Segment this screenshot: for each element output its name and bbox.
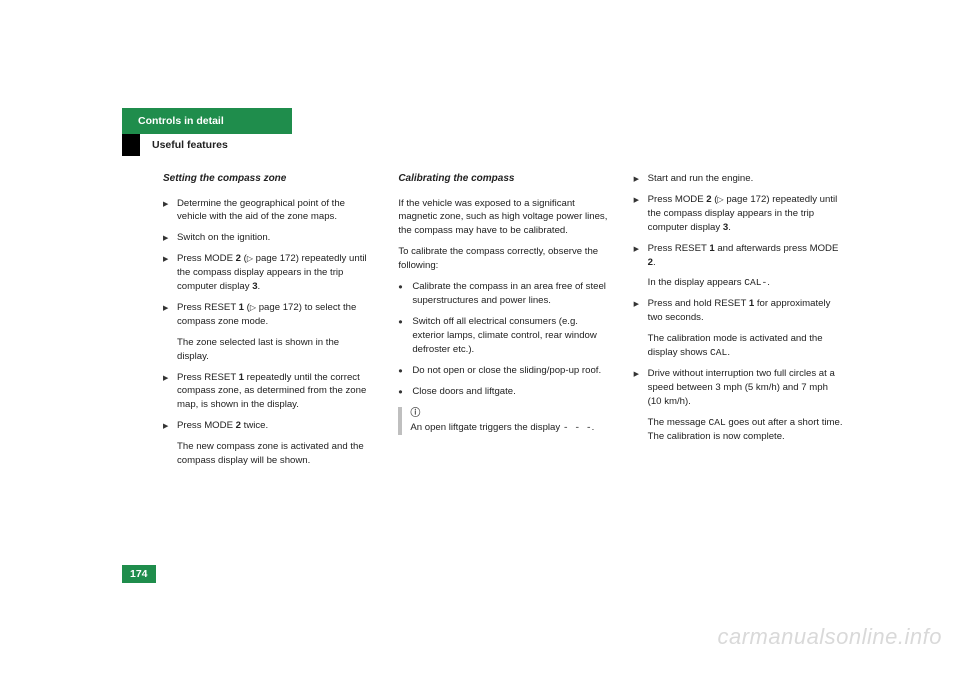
step-marker-icon: [634, 297, 648, 325]
step-text: Press MODE 2 twice.: [177, 419, 372, 433]
step-text: Switch on the ignition.: [177, 231, 372, 245]
bullet-text: Switch off all electrical consumers (e.g…: [412, 315, 607, 357]
t: Press RESET: [648, 243, 710, 254]
step-marker-icon: [163, 419, 177, 433]
step: Press RESET 1 and afterwards press MODE …: [634, 242, 843, 270]
subtitle-row: Useful features: [122, 134, 292, 156]
step-result: The new compass zone is activated and th…: [177, 440, 372, 468]
step-result: The message CAL goes out after a short t…: [648, 416, 843, 444]
column-2: Calibrating the compass If the vehicle w…: [398, 172, 607, 475]
step: Drive without interruption two full cir­…: [634, 367, 843, 409]
paragraph: If the vehicle was exposed to a signific…: [398, 197, 607, 239]
t: In the display appears: [648, 277, 745, 288]
t: .: [258, 281, 261, 292]
info-icon: ⓘ: [410, 407, 607, 422]
step-marker-icon: [163, 301, 177, 329]
step-marker-icon: [163, 197, 177, 225]
display-code: CAL: [710, 347, 727, 358]
t: Press RESET: [177, 372, 239, 383]
paragraph: To calibrate the compass correctly, ob­s…: [398, 245, 607, 273]
t: An open liftgate triggers the display: [410, 422, 563, 433]
step: Press and hold RESET 1 for approxi­matel…: [634, 297, 843, 325]
t: Press and hold RESET: [648, 298, 749, 309]
step-text: Press RESET 1 repeatedly until the cor­r…: [177, 371, 372, 413]
step-marker-icon: [163, 252, 177, 294]
t: .: [727, 347, 730, 358]
step-marker-icon: [634, 193, 648, 235]
step-text: Press RESET 1 (▷ page 172) to select the…: [177, 301, 372, 329]
watermark: carmanualsonline.info: [717, 624, 942, 650]
t: Press MODE: [177, 420, 236, 431]
page-header: Controls in detail Useful features: [122, 108, 292, 156]
t: and afterwards press MODE: [715, 243, 839, 254]
display-code: CAL: [708, 417, 725, 428]
bullet-text: Calibrate the compass in an area free of…: [412, 280, 607, 308]
t: Press MODE: [177, 253, 236, 264]
step: Press MODE 2 (▷ page 172) repeated­ly un…: [163, 252, 372, 294]
step-text: Press MODE 2 (▷ page 172) repeated­ly un…: [648, 193, 843, 235]
step-text: Press RESET 1 and afterwards press MODE …: [648, 242, 843, 270]
column-3: Start and run the engine. Press MODE 2 (…: [634, 172, 843, 475]
note-body: ⓘ An open liftgate triggers the display …: [410, 407, 607, 435]
section-tab: Controls in detail: [122, 108, 292, 134]
step: Determine the geographical point of the …: [163, 197, 372, 225]
bullet-icon: [398, 280, 412, 308]
t: twice.: [241, 420, 268, 431]
step-result: The calibration mode is activated and th…: [648, 332, 843, 360]
bullet-icon: [398, 364, 412, 379]
t: Press RESET: [177, 302, 239, 313]
info-note: ⓘ An open liftgate triggers the display …: [398, 407, 607, 435]
step-marker-icon: [634, 367, 648, 409]
step-marker-icon: [634, 172, 648, 186]
page: Controls in detail Useful features Setti…: [0, 0, 960, 678]
step: Press MODE 2 twice.: [163, 419, 372, 433]
black-marker: [122, 134, 140, 156]
step-result: In the display appears CAL-.: [648, 276, 843, 290]
step: Press RESET 1 (▷ page 172) to select the…: [163, 301, 372, 329]
t: .: [653, 257, 656, 268]
bullet-item: Calibrate the compass in an area free of…: [398, 280, 607, 308]
step-result: The zone selected last is shown in the d…: [177, 336, 372, 364]
col2-title: Calibrating the compass: [398, 172, 607, 187]
t: The message: [648, 417, 709, 428]
step-marker-icon: [163, 231, 177, 245]
section-subtitle: Useful features: [140, 134, 228, 156]
bullet-icon: [398, 315, 412, 357]
display-code: - - -: [563, 422, 592, 433]
step-text: Press and hold RESET 1 for approxi­matel…: [648, 297, 843, 325]
step-text: Drive without interruption two full cir­…: [648, 367, 843, 409]
t: .: [767, 277, 770, 288]
step-text: Start and run the engine.: [648, 172, 843, 186]
step-marker-icon: [634, 242, 648, 270]
note-bar: [398, 407, 402, 435]
col1-title: Setting the compass zone: [163, 172, 372, 187]
step: Switch on the ignition.: [163, 231, 372, 245]
step-text: Determine the geographical point of the …: [177, 197, 372, 225]
bullet-item: Close doors and liftgate.: [398, 385, 607, 400]
bullet-icon: [398, 385, 412, 400]
step: Press MODE 2 (▷ page 172) repeated­ly un…: [634, 193, 843, 235]
step-marker-icon: [163, 371, 177, 413]
bullet-text: Do not open or close the slid­ing/pop-up…: [412, 364, 607, 379]
t: .: [728, 222, 731, 233]
column-1: Setting the compass zone Determine the g…: [163, 172, 372, 475]
t: Press MODE: [648, 194, 707, 205]
bullet-text: Close doors and liftgate.: [412, 385, 607, 400]
page-number: 174: [122, 565, 156, 583]
note-text: An open liftgate triggers the display - …: [410, 421, 607, 435]
step: Start and run the engine.: [634, 172, 843, 186]
display-code: CAL-: [744, 277, 767, 288]
t: .: [592, 422, 595, 433]
step-text: Press MODE 2 (▷ page 172) repeated­ly un…: [177, 252, 372, 294]
bullet-item: Switch off all electrical consumers (e.g…: [398, 315, 607, 357]
step: Press RESET 1 repeatedly until the cor­r…: [163, 371, 372, 413]
t: The calibration mode is activated and th…: [648, 333, 823, 358]
bullet-item: Do not open or close the slid­ing/pop-up…: [398, 364, 607, 379]
content-columns: Setting the compass zone Determine the g…: [163, 172, 843, 475]
